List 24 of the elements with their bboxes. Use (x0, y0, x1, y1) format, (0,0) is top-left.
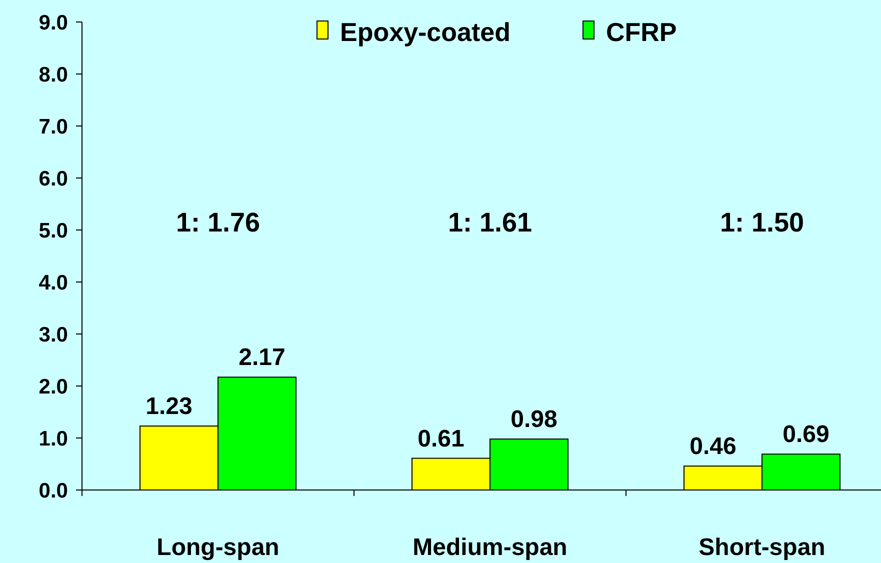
annotation: 1: 1.76 (176, 207, 260, 238)
y-tick-label: 3.0 (38, 323, 68, 346)
y-tick-label: 6.0 (38, 167, 68, 190)
data-label: 1.23 (146, 393, 192, 420)
annotation: 1: 1.61 (448, 207, 532, 238)
y-tick-label: 8.0 (38, 63, 68, 86)
y-tick-label: 5.0 (38, 219, 68, 242)
legend-label: CFRP (606, 17, 677, 48)
legend-label: Epoxy-coated (340, 17, 510, 48)
y-tick-label: 9.0 (38, 11, 68, 34)
y-tick-label: 1.0 (38, 427, 68, 450)
x-tick-label: Medium-span (412, 534, 568, 561)
y-tick-label: 4.0 (38, 271, 68, 294)
x-tick-label: Short-span (698, 534, 826, 561)
annotation: 1: 1.50 (720, 207, 804, 238)
data-label: 0.69 (782, 421, 830, 448)
data-label: 0.61 (418, 425, 464, 452)
x-tick-label: Long-span (156, 534, 280, 561)
y-tick-label: 2.0 (38, 375, 68, 398)
data-label: 0.98 (510, 406, 558, 434)
data-label: 2.17 (238, 344, 286, 372)
y-tick-label: 7.0 (38, 115, 68, 138)
data-label: 0.46 (690, 433, 736, 460)
y-tick-label: 0.0 (38, 479, 68, 502)
